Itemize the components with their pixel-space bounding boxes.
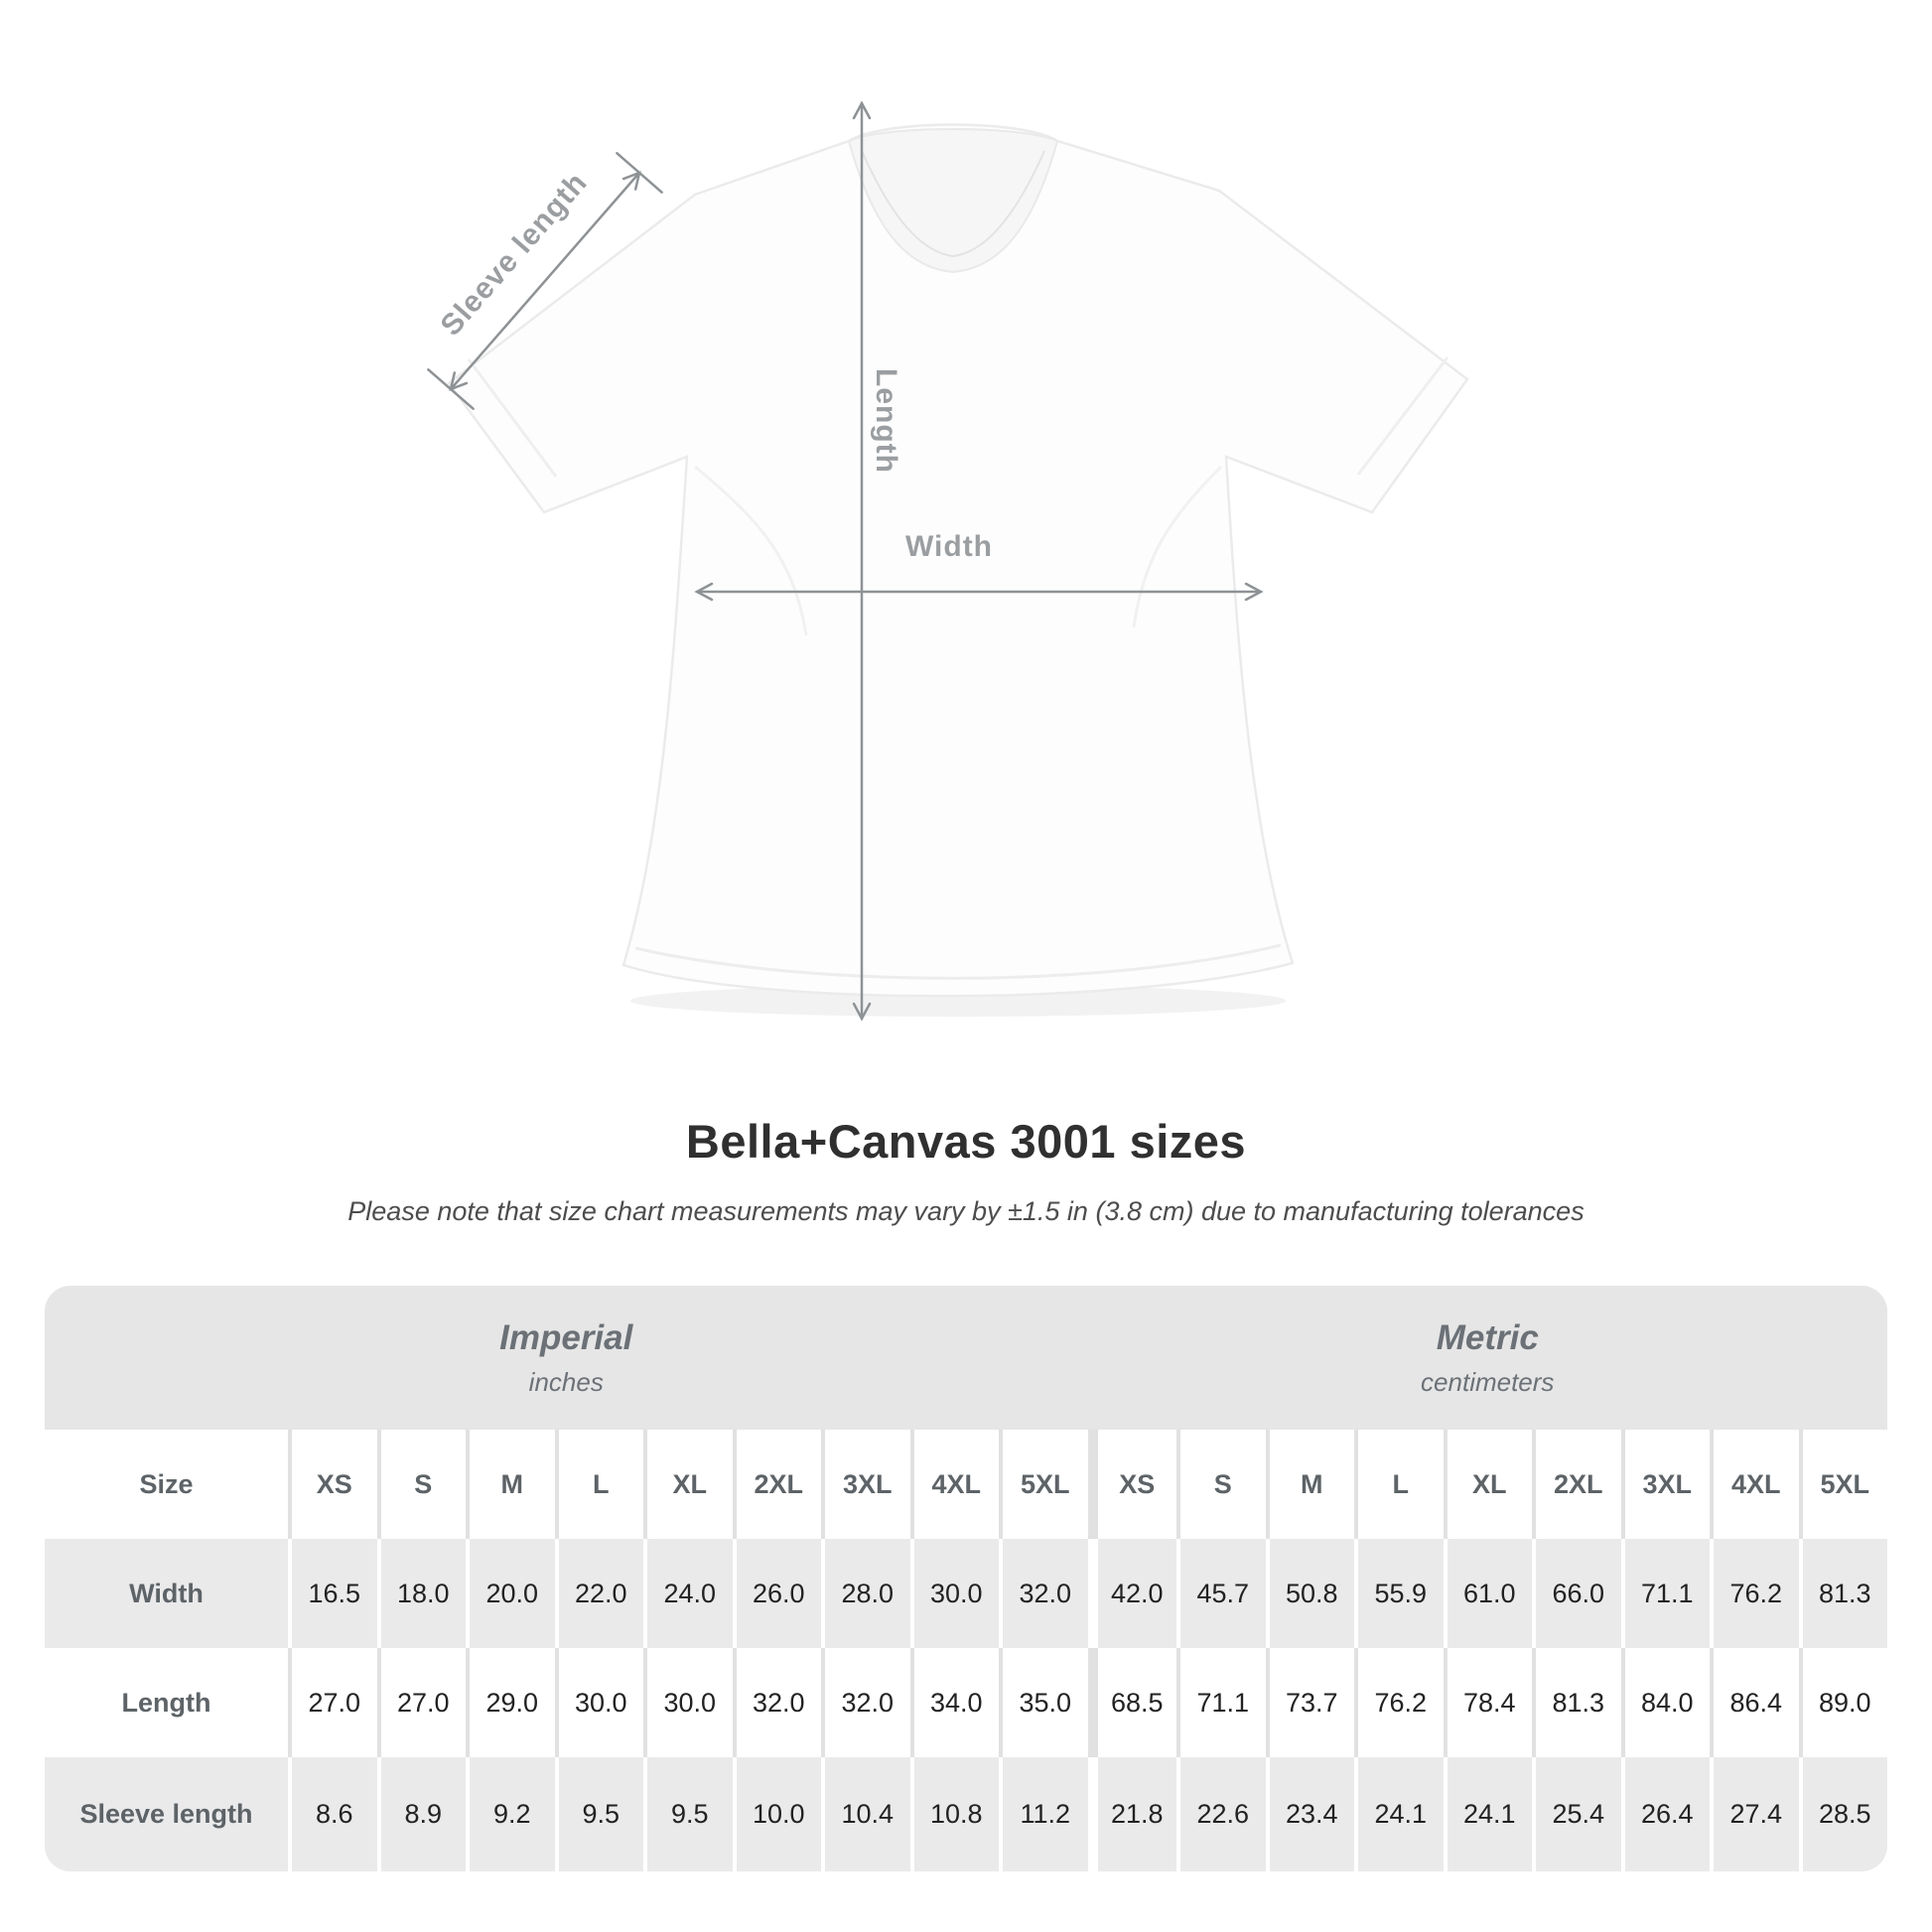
size-header-cell: L bbox=[1354, 1430, 1444, 1539]
value-cell: 24.1 bbox=[1354, 1757, 1444, 1871]
table-row: Sleeve length 8.6 8.9 9.2 9.5 9.5 10.0 10.4 10.8… bbox=[45, 1757, 1887, 1871]
value-cell: 73.7 bbox=[1265, 1648, 1354, 1757]
value-cell: 24.0 bbox=[643, 1539, 733, 1648]
row-label: Sleeve length bbox=[45, 1757, 288, 1871]
metric-name: Metric bbox=[1436, 1317, 1539, 1357]
value-cell: 32.0 bbox=[821, 1648, 910, 1757]
value-cell: 10.8 bbox=[909, 1757, 999, 1871]
value-cell: 76.2 bbox=[1710, 1539, 1799, 1648]
value-cell: 9.2 bbox=[466, 1757, 555, 1871]
size-header-cell: XL bbox=[1443, 1430, 1532, 1539]
value-cell: 28.5 bbox=[1798, 1757, 1887, 1871]
size-header-cell: XL bbox=[643, 1430, 733, 1539]
value-cell: 10.0 bbox=[732, 1757, 821, 1871]
size-header-cell: L bbox=[554, 1430, 643, 1539]
value-cell: 30.0 bbox=[909, 1539, 999, 1648]
value-cell: 20.0 bbox=[466, 1539, 555, 1648]
size-header-row: Size XS S M L XL 2XL 3XL 4XL 5XL XS S M L XL 2XL 3XL 4XL… bbox=[45, 1430, 1887, 1539]
value-cell: 30.0 bbox=[554, 1648, 643, 1757]
imperial-unit: inches bbox=[528, 1366, 604, 1397]
table-row: Length 27.0 27.0 29.0 30.0 30.0 32.0 32.0 34.0 35… bbox=[45, 1648, 1887, 1757]
metric-header: Metric centimeters bbox=[1088, 1286, 1888, 1430]
value-cell: 76.2 bbox=[1354, 1648, 1444, 1757]
value-cell: 9.5 bbox=[554, 1757, 643, 1871]
value-cell: 27.0 bbox=[376, 1648, 466, 1757]
tshirt-measurement-diagram: Sleeve length Length bbox=[427, 100, 1469, 1022]
value-cell: 22.6 bbox=[1176, 1757, 1266, 1871]
size-column-header: Size bbox=[45, 1430, 288, 1539]
value-cell: 35.0 bbox=[999, 1648, 1088, 1757]
value-cell: 8.9 bbox=[376, 1757, 466, 1871]
size-header-cell: 4XL bbox=[909, 1430, 999, 1539]
value-cell: 25.4 bbox=[1532, 1757, 1621, 1871]
size-header-cell: S bbox=[1176, 1430, 1266, 1539]
table-row: Width 16.5 18.0 20.0 22.0 24.0 26.0 28.0 30.0 32.… bbox=[45, 1539, 1887, 1648]
tolerance-note: Please note that size chart measurements… bbox=[347, 1196, 1585, 1226]
value-cell: 27.4 bbox=[1710, 1757, 1799, 1871]
value-cell: 30.0 bbox=[643, 1648, 733, 1757]
value-cell: 32.0 bbox=[999, 1539, 1088, 1648]
imperial-name: Imperial bbox=[499, 1317, 633, 1357]
value-cell: 61.0 bbox=[1443, 1539, 1532, 1648]
value-cell: 34.0 bbox=[909, 1648, 999, 1757]
value-cell: 42.0 bbox=[1087, 1539, 1176, 1648]
value-cell: 71.1 bbox=[1620, 1539, 1710, 1648]
metric-unit: centimeters bbox=[1421, 1366, 1555, 1397]
tshirt-graphic bbox=[447, 123, 1469, 1017]
value-cell: 9.5 bbox=[643, 1757, 733, 1871]
size-header-cell: M bbox=[1265, 1430, 1354, 1539]
value-cell: 10.4 bbox=[821, 1757, 910, 1871]
value-cell: 55.9 bbox=[1354, 1539, 1444, 1648]
width-label: Width bbox=[905, 530, 993, 563]
value-cell: 28.0 bbox=[821, 1539, 910, 1648]
value-cell: 45.7 bbox=[1176, 1539, 1266, 1648]
value-cell: 21.8 bbox=[1087, 1757, 1176, 1871]
length-arrow: Length bbox=[852, 100, 902, 1022]
page-title: Bella+Canvas 3001 sizes bbox=[685, 1115, 1247, 1168]
value-cell: 66.0 bbox=[1532, 1539, 1621, 1648]
size-header-cell: 3XL bbox=[1620, 1430, 1710, 1539]
value-cell: 71.1 bbox=[1176, 1648, 1266, 1757]
length-label: Length bbox=[870, 368, 902, 474]
value-cell: 50.8 bbox=[1265, 1539, 1354, 1648]
size-header-cell: 2XL bbox=[732, 1430, 821, 1539]
value-cell: 29.0 bbox=[466, 1648, 555, 1757]
value-cell: 68.5 bbox=[1087, 1648, 1176, 1757]
value-cell: 27.0 bbox=[288, 1648, 377, 1757]
size-header-cell: 2XL bbox=[1532, 1430, 1621, 1539]
value-cell: 81.3 bbox=[1532, 1648, 1621, 1757]
row-label: Width bbox=[45, 1539, 288, 1648]
value-cell: 81.3 bbox=[1798, 1539, 1887, 1648]
size-header-cell: 3XL bbox=[821, 1430, 910, 1539]
value-cell: 18.0 bbox=[376, 1539, 466, 1648]
value-cell: 23.4 bbox=[1265, 1757, 1354, 1871]
value-cell: 32.0 bbox=[732, 1648, 821, 1757]
value-cell: 84.0 bbox=[1620, 1648, 1710, 1757]
width-arrow: Width bbox=[694, 530, 1264, 602]
size-table: Imperial inches Metric centimeters Size … bbox=[45, 1286, 1887, 1871]
value-cell: 11.2 bbox=[999, 1757, 1088, 1871]
value-cell: 16.5 bbox=[288, 1539, 377, 1648]
tshirt-diagram-svg: Sleeve length Length bbox=[427, 100, 1469, 1022]
value-cell: 8.6 bbox=[288, 1757, 377, 1871]
value-cell: 24.1 bbox=[1443, 1757, 1532, 1871]
size-header-cell: XS bbox=[288, 1430, 377, 1539]
size-header-cell: M bbox=[466, 1430, 555, 1539]
size-header-cell: 5XL bbox=[1798, 1430, 1887, 1539]
imperial-header: Imperial inches bbox=[45, 1286, 1088, 1430]
row-label: Length bbox=[45, 1648, 288, 1757]
size-header-cell: 5XL bbox=[999, 1430, 1088, 1539]
value-cell: 78.4 bbox=[1443, 1648, 1532, 1757]
value-cell: 26.4 bbox=[1620, 1757, 1710, 1871]
size-header-cell: 4XL bbox=[1710, 1430, 1799, 1539]
size-header-cell: XS bbox=[1087, 1430, 1176, 1539]
size-header-cell: S bbox=[376, 1430, 466, 1539]
value-cell: 89.0 bbox=[1798, 1648, 1887, 1757]
unit-header-row: Imperial inches Metric centimeters bbox=[45, 1286, 1887, 1430]
value-cell: 86.4 bbox=[1710, 1648, 1799, 1757]
value-cell: 26.0 bbox=[732, 1539, 821, 1648]
value-cell: 22.0 bbox=[554, 1539, 643, 1648]
table-rows: Width 16.5 18.0 20.0 22.0 24.0 26.0 28.0 30.0 32.… bbox=[45, 1539, 1887, 1871]
